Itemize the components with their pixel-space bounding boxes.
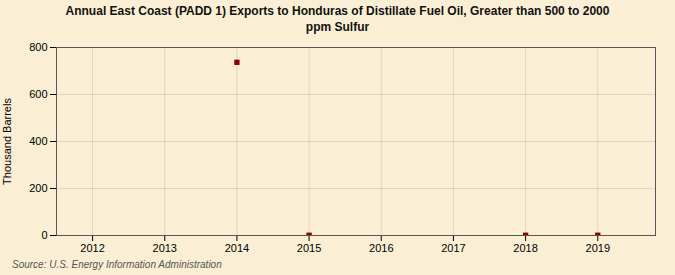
svg-text:200: 200 bbox=[29, 182, 47, 194]
svg-text:0: 0 bbox=[41, 229, 47, 241]
html-text:Source: U.S. Energy Informatio: Source: U.S. Energy Information Administ… bbox=[12, 259, 222, 271]
svg-text:2014: 2014 bbox=[225, 242, 249, 254]
svg-text:2015: 2015 bbox=[297, 242, 321, 254]
svg-text:2017: 2017 bbox=[441, 242, 465, 254]
svg-text:800: 800 bbox=[29, 41, 47, 53]
svg-text:2012: 2012 bbox=[80, 242, 104, 254]
svg-text:2013: 2013 bbox=[153, 242, 177, 254]
svg-text:600: 600 bbox=[29, 88, 47, 100]
svg-text:Thousand Barrels: Thousand Barrels bbox=[1, 98, 13, 185]
svg-text:2019: 2019 bbox=[586, 242, 610, 254]
svg-text:400: 400 bbox=[29, 135, 47, 147]
html-text:Annual East Coast (PADD 1) Exp: Annual East Coast (PADD 1) Exports to Ho… bbox=[65, 4, 610, 34]
svg-text:2016: 2016 bbox=[369, 242, 393, 254]
svg-text:2018: 2018 bbox=[513, 242, 537, 254]
